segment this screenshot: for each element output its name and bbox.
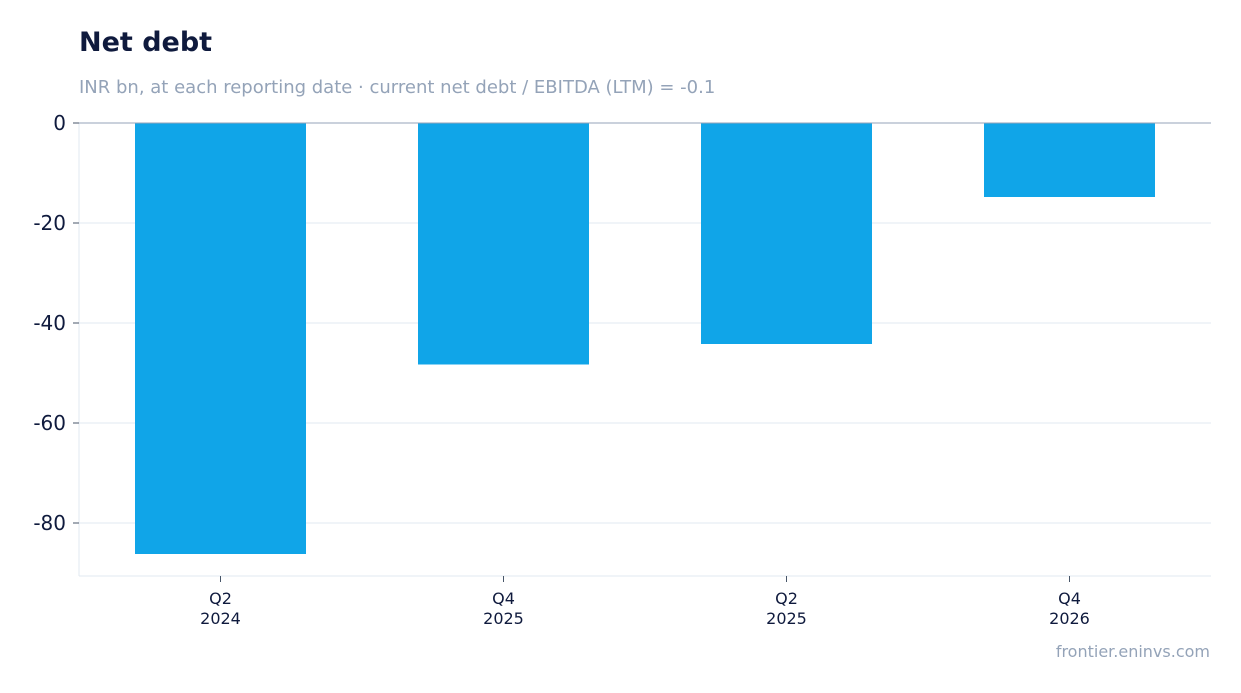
x-tick-label: 2026	[1049, 609, 1090, 628]
x-tick-label: Q4	[492, 589, 515, 608]
source-credit: frontier.eninvs.com	[1055, 642, 1210, 661]
chart-title: Net debt	[79, 27, 213, 58]
bar	[701, 123, 872, 344]
y-tick-label: 0	[53, 111, 66, 135]
x-tick-label: 2024	[200, 609, 241, 628]
bar	[984, 123, 1155, 197]
y-tick-label: -20	[33, 211, 66, 235]
x-tick-label: Q4	[1058, 589, 1081, 608]
y-tick-label: -60	[33, 411, 66, 435]
x-tick-label: 2025	[483, 609, 524, 628]
y-tick-label: -40	[33, 311, 66, 335]
x-tick-label: 2025	[766, 609, 807, 628]
bar	[418, 123, 589, 365]
x-tick-label: Q2	[209, 589, 232, 608]
x-tick-label: Q2	[775, 589, 798, 608]
y-tick-label: -80	[33, 511, 66, 535]
chart-subtitle: INR bn, at each reporting date · current…	[79, 77, 716, 98]
bar	[135, 123, 306, 554]
